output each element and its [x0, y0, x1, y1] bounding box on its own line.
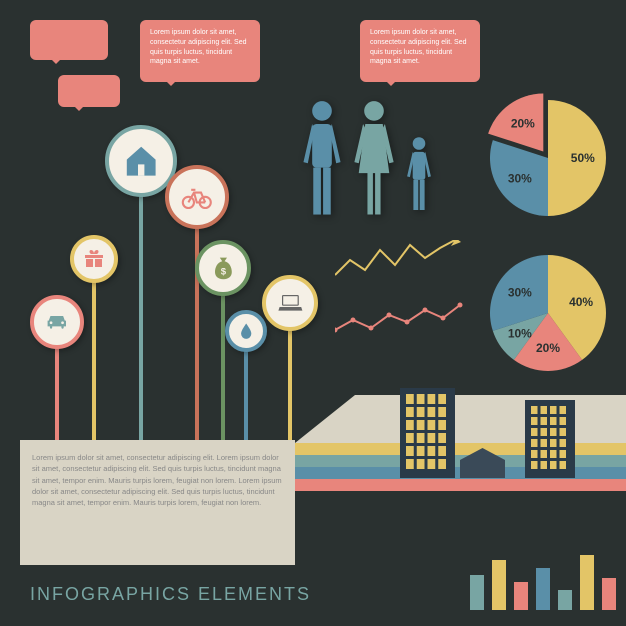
building-1 — [525, 400, 575, 478]
description-textbox: Lorem ipsum dolor sit amet, consectetur … — [20, 440, 295, 565]
mini-bar — [514, 582, 528, 610]
page-title: INFOGRAPHICS ELEMENTS — [30, 584, 311, 605]
mini-bar — [580, 555, 594, 610]
mini-bar — [558, 590, 572, 610]
mini-bar — [470, 575, 484, 610]
building-0 — [400, 388, 455, 478]
mini-bar — [602, 578, 616, 610]
mini-bar — [492, 560, 506, 610]
mini-bar — [536, 568, 550, 610]
